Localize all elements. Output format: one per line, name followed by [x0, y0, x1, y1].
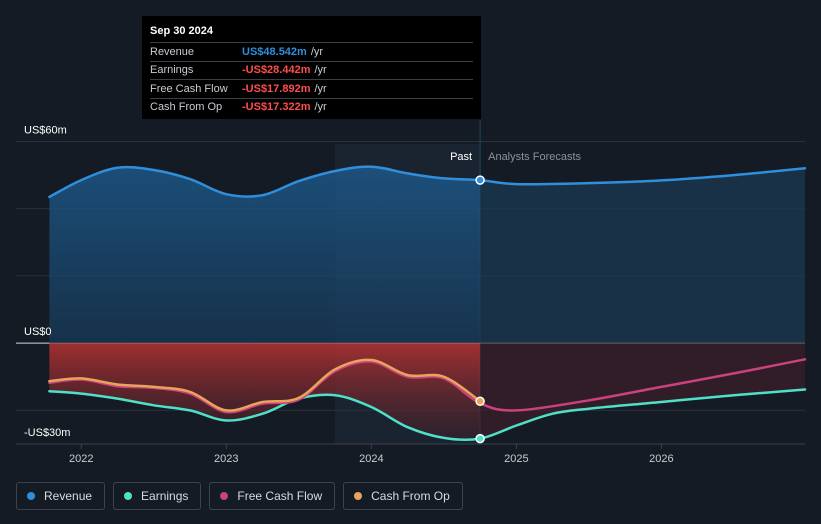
tooltip-row-earnings: Earnings -US$28.442m /yr — [150, 60, 473, 80]
series-line-earnings — [48, 388, 807, 442]
legend-label: Revenue — [44, 489, 93, 503]
tooltip-value: US$48.542m — [242, 45, 307, 58]
legend-dot-icon — [124, 492, 133, 500]
tooltip-value: -US$17.322m — [242, 101, 311, 114]
data-point-marker — [475, 396, 485, 407]
tooltip-label: Earnings — [150, 64, 194, 77]
tooltip-unit: /yr — [310, 45, 324, 58]
series-line-revenue — [48, 165, 807, 199]
y-tick-label: US$0 — [24, 326, 52, 338]
legend-dot-icon — [220, 492, 229, 500]
tooltip-row-revenue: Revenue US$48.542m /yr — [150, 42, 473, 61]
legend-label: Cash From Op — [371, 489, 450, 503]
x-tick-label: 2024 — [359, 453, 383, 465]
tooltip-date: Sep 30 2024 — [150, 25, 213, 37]
x-tick-label: 2023 — [214, 453, 238, 465]
y-tick-label: US$60m — [24, 124, 67, 136]
tooltip-row-cash-from-op: Cash From Op -US$17.322m /yr — [150, 97, 473, 117]
forecast-label: Analysts Forecasts — [488, 151, 581, 163]
legend-dot-icon — [27, 492, 35, 500]
x-tick-label: 2022 — [69, 453, 93, 465]
past-label: Past — [450, 151, 472, 163]
tooltip-label: Free Cash Flow — [150, 82, 228, 95]
x-tick-label: 2025 — [504, 453, 528, 465]
legend-item-revenue[interactable]: Revenue — [16, 482, 106, 510]
tooltip-value: -US$28.442m — [242, 64, 311, 77]
legend-item-free-cash-flow[interactable]: Free Cash Flow — [209, 482, 336, 510]
legend-item-cash-from-op[interactable]: Cash From Op — [343, 482, 463, 510]
y-tick-label: -US$30m — [24, 427, 70, 439]
tooltip-unit: /yr — [314, 64, 327, 77]
tooltip-row-free-cash-flow: Free Cash Flow -US$17.892m /yr — [150, 79, 473, 98]
tooltip-label: Revenue — [150, 45, 195, 58]
data-point-marker — [475, 175, 485, 185]
legend: Revenue Earnings Free Cash Flow Cash Fro… — [16, 482, 463, 510]
series-line-cash-from-op — [48, 358, 482, 412]
revenue-area-past — [49, 166, 481, 344]
tooltip-unit: /yr — [314, 101, 327, 114]
legend-item-earnings[interactable]: Earnings — [113, 482, 202, 510]
legend-label: Earnings — [141, 489, 189, 503]
revenue-area-forecast — [480, 168, 805, 344]
tooltip-label: Cash From Op — [150, 101, 223, 114]
x-tick-label: 2026 — [649, 453, 673, 465]
tooltip-unit: /yr — [314, 82, 327, 95]
tooltip: Sep 30 2024 Revenue US$48.542m /yr Earni… — [142, 16, 481, 119]
legend-label: Free Cash Flow — [237, 489, 323, 503]
data-point-marker — [475, 433, 485, 444]
legend-dot-icon — [354, 492, 363, 500]
tooltip-value: -US$17.892m — [242, 82, 311, 95]
negative-area-past — [49, 343, 481, 440]
